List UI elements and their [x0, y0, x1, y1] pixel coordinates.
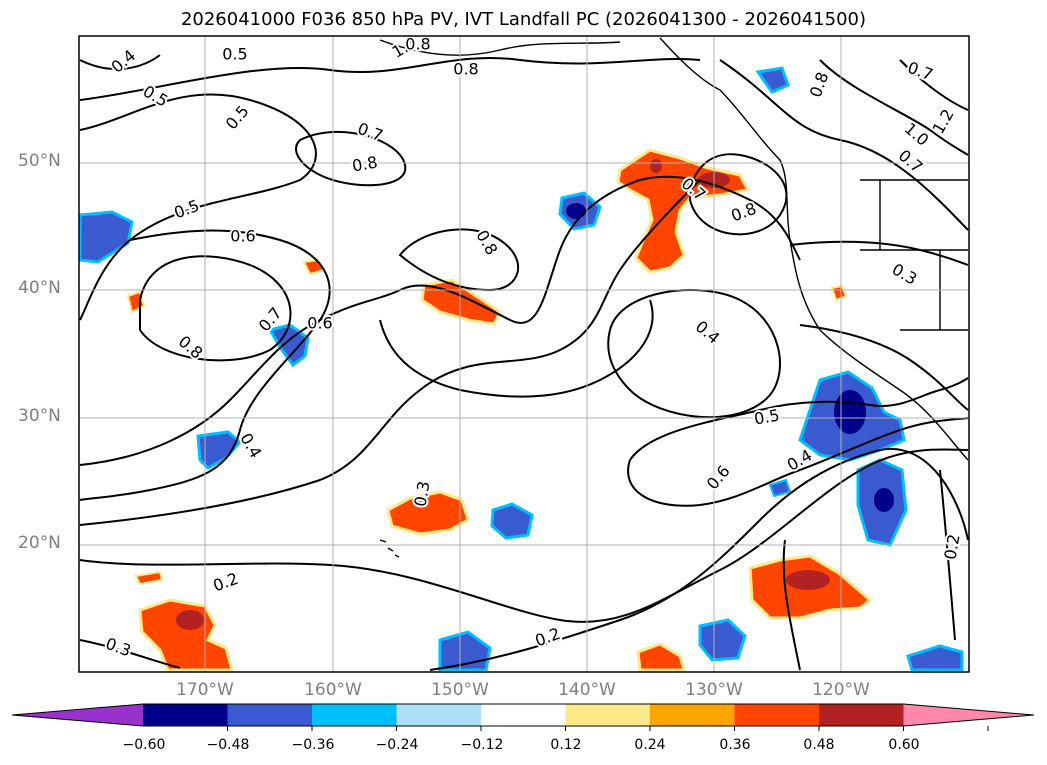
colorbar-label: −0.60	[122, 737, 166, 753]
colorbar-label: −0.48	[206, 737, 250, 753]
contour-label: 0.6	[230, 227, 255, 246]
map-title: 2026041000 F036 850 hPa PV, IVT Landfall…	[180, 9, 867, 30]
lon-label: 150°W	[431, 680, 489, 700]
contour-line	[379, 299, 654, 398]
colorbar-label: 0.24	[634, 737, 666, 753]
lon-label: 130°W	[685, 680, 743, 700]
contour-line	[79, 229, 331, 501]
contour-line	[429, 447, 969, 671]
pos-region	[636, 642, 686, 672]
contour-line	[79, 639, 181, 669]
contour-line	[939, 469, 956, 641]
contour-line	[688, 153, 788, 236]
colorbar-label: 0.12	[550, 737, 582, 753]
neg-region	[768, 478, 792, 498]
pos-core	[650, 159, 662, 173]
neg-region	[267, 323, 310, 368]
neg-region	[698, 618, 747, 662]
contour-line	[79, 448, 969, 623]
colorbar-swatch	[734, 704, 820, 726]
pos-region	[138, 598, 234, 672]
colorbar-extend-high	[903, 704, 1034, 726]
contour-label: 0.6	[307, 314, 332, 333]
colorbar-swatch	[227, 704, 313, 726]
map-panel: 0.4 0.5 1.50.80.70.80.50.50.70.81.01.20.70…	[78, 31, 970, 673]
neg-region	[906, 644, 964, 672]
contour-line	[627, 417, 969, 507]
colorbar-label: −0.36	[291, 737, 335, 753]
contour-label: 0.5	[222, 45, 247, 64]
coastlines	[379, 37, 969, 558]
contour-line	[398, 228, 520, 292]
coastline	[379, 39, 621, 56]
colorbar-extend-low	[12, 704, 143, 726]
lat-label: 40°N	[18, 278, 61, 298]
colorbar-swatch	[650, 704, 735, 726]
coastline	[860, 179, 968, 331]
colorbar-swatch	[312, 704, 397, 726]
colorbar-label: −0.12	[460, 737, 504, 753]
colorbar-swatch	[819, 704, 904, 726]
colorbar-swatch	[565, 704, 651, 726]
neg-region	[755, 66, 790, 94]
contour-line	[782, 539, 801, 671]
contour-line	[79, 54, 161, 71]
contour-line	[79, 56, 701, 101]
lon-label: 120°W	[812, 680, 870, 700]
lon-label: 170°W	[176, 680, 234, 700]
contour-label: 0.8	[453, 60, 478, 79]
pos-core	[786, 570, 830, 590]
colorbar-swatch	[143, 704, 228, 726]
colorbar-swatch	[396, 704, 482, 726]
contour-line	[789, 240, 969, 266]
colorbar-label: 0.60	[888, 737, 920, 753]
lon-label: 140°W	[558, 680, 616, 700]
neg-region	[490, 502, 534, 540]
neg-core	[874, 488, 894, 512]
contour-line	[819, 59, 969, 156]
contour-line	[719, 59, 969, 231]
colorbar-label: −0.24	[375, 737, 419, 753]
contour-line	[799, 324, 969, 411]
neg-core	[834, 390, 866, 434]
contour-line	[899, 59, 969, 111]
neg-core	[566, 203, 586, 219]
lat-label: 30°N	[18, 406, 61, 426]
coastline	[659, 37, 969, 461]
contour-label: 0.8	[405, 35, 430, 54]
contour-line	[79, 175, 801, 466]
colorbar	[11, 703, 1035, 731]
pv-contours	[79, 54, 969, 671]
pos-region	[386, 490, 470, 536]
lat-label: 20°N	[18, 533, 61, 553]
contour-line	[139, 255, 292, 362]
coastline	[379, 539, 400, 558]
gridlines	[79, 36, 969, 672]
colorbar-label: 0.48	[803, 737, 835, 753]
lat-label: 50°N	[18, 151, 61, 171]
pos-core	[176, 610, 204, 630]
lon-label: 160°W	[304, 680, 362, 700]
colorbar-swatch	[481, 704, 566, 726]
pos-region	[134, 570, 164, 586]
colorbar-outline	[11, 703, 1035, 727]
contour-line	[79, 179, 701, 526]
colorbar-label: 0.36	[719, 737, 751, 753]
contour-line	[79, 93, 317, 321]
